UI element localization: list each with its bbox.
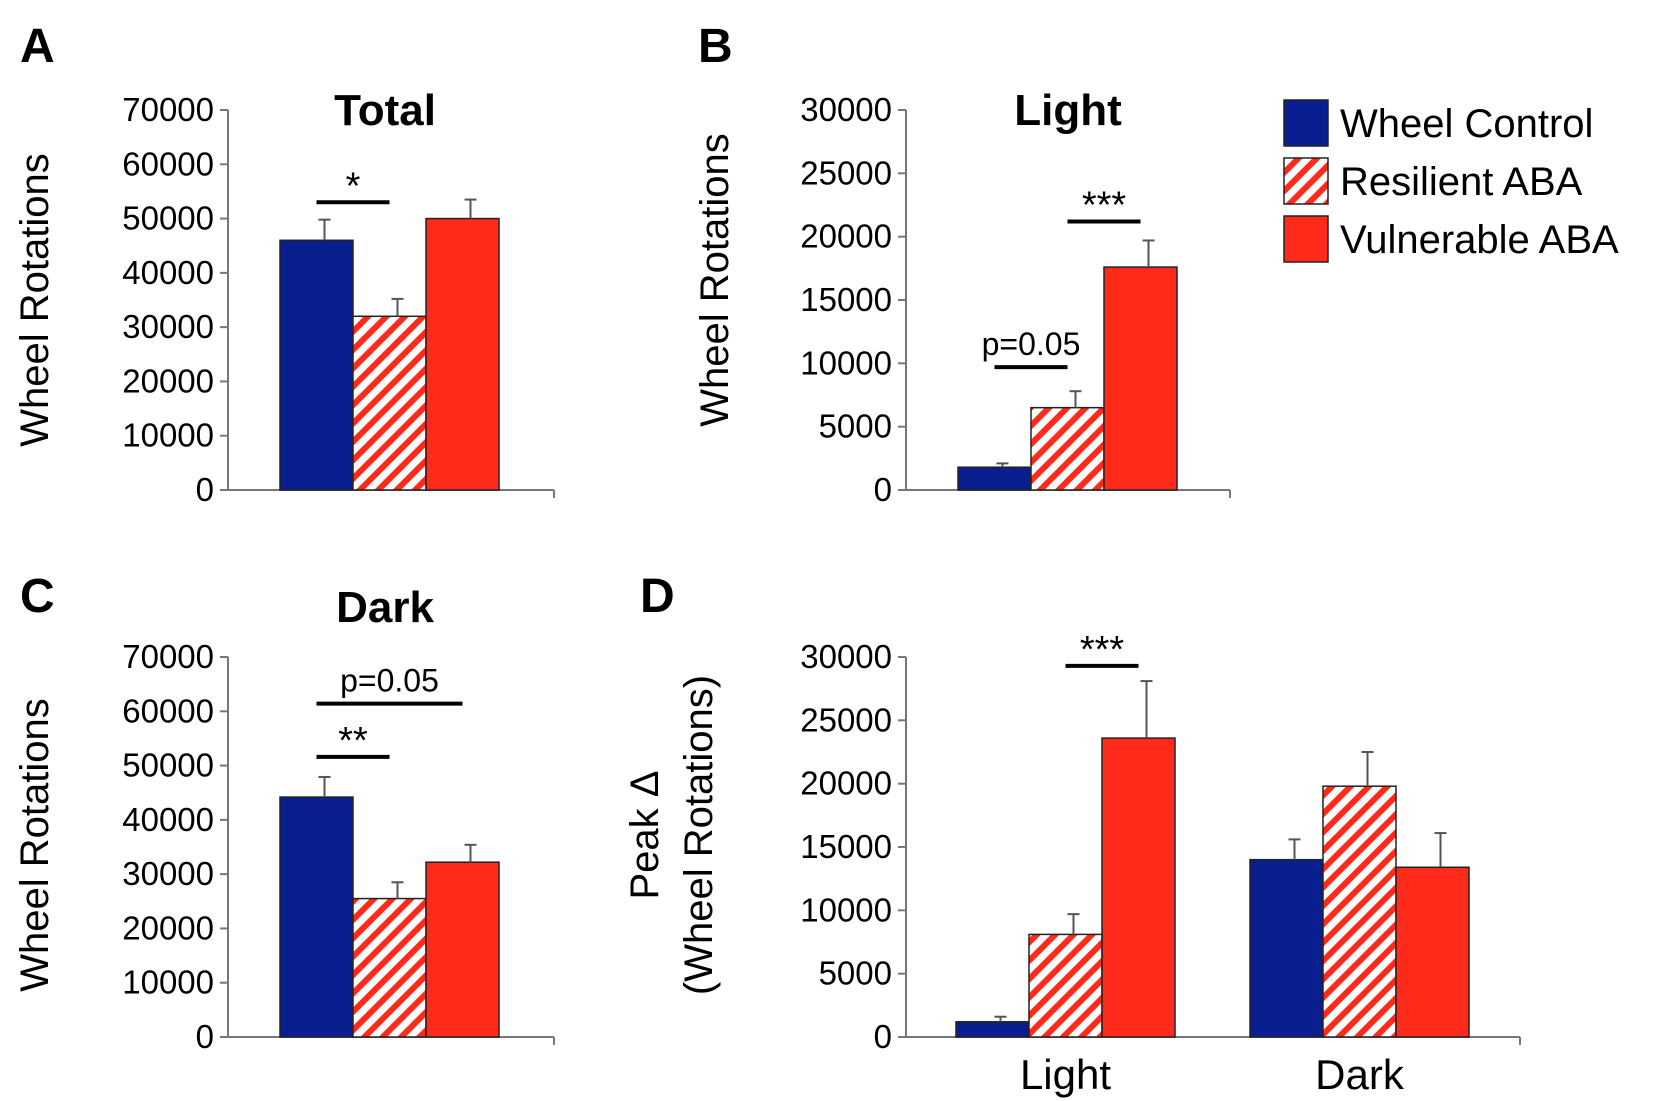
p-value-label: p=0.05: [340, 663, 439, 699]
legend-label: Wheel Control: [1340, 102, 1593, 146]
chart-title: Total: [334, 86, 436, 135]
panel-letter: C: [20, 570, 55, 623]
y-tick-label: 15000: [800, 828, 892, 865]
y-tick-label: 25000: [800, 701, 892, 738]
y-tick-label: 5000: [819, 955, 892, 992]
y-tick-label: 70000: [122, 638, 214, 675]
y-tick-label: 0: [874, 1018, 892, 1055]
x-category-label: Light: [1020, 1051, 1111, 1098]
bar-resilient-aba: [352, 315, 427, 491]
y-tick-label: 10000: [122, 964, 214, 1001]
chart-d: D 0 5000 10000 15000 20000 25000 30000 Peak Δ (Wh…: [623, 570, 1521, 1098]
y-tick-label: 20000: [800, 765, 892, 802]
x-category-label: Dark: [1315, 1051, 1405, 1098]
bar-wheel-control: [279, 796, 354, 1038]
bar-wheel-control: [1249, 858, 1324, 1038]
y-tick-label: 20000: [122, 362, 214, 399]
bar-wheel-control: [955, 1021, 1030, 1038]
significance-label: ***: [1082, 184, 1127, 226]
legend-swatch: [1283, 157, 1329, 205]
p-value-label: p=0.05: [982, 326, 1081, 362]
y-tick-label: 25000: [800, 154, 892, 191]
legend-swatch: [1283, 215, 1329, 263]
chart-c: C Dark 0 10000 20000 30000 40000 50000 60000 7000…: [13, 570, 555, 1055]
y-axis-label-secondary: (Wheel Rotations): [677, 675, 721, 995]
y-tick-label: 30000: [122, 855, 214, 892]
legend-swatch: [1283, 99, 1329, 147]
bar-resilient-aba: [352, 897, 427, 1038]
bar-resilient-aba: [1322, 785, 1397, 1038]
y-tick-label: 0: [196, 1018, 214, 1055]
y-axis-label: Peak Δ: [623, 770, 667, 899]
y-tick-label: 60000: [122, 692, 214, 729]
significance-label: ***: [1080, 629, 1125, 671]
y-tick-label: 30000: [800, 91, 892, 128]
y-axis-label: Wheel Rotations: [693, 133, 737, 426]
y-tick-label: 30000: [800, 638, 892, 675]
y-tick-label: 20000: [122, 909, 214, 946]
bar-vulnerable-aba: [425, 861, 500, 1038]
y-tick-label: 60000: [122, 145, 214, 182]
bar-wheel-control: [279, 239, 354, 491]
bar-vulnerable-aba: [425, 217, 500, 491]
y-tick-label: 50000: [122, 200, 214, 237]
y-tick-label: 5000: [819, 408, 892, 445]
y-tick-label: 40000: [122, 801, 214, 838]
y-tick-label: 0: [196, 471, 214, 508]
panel-letter: A: [20, 20, 55, 73]
significance-label: *: [346, 165, 361, 207]
y-tick-label: 15000: [800, 281, 892, 318]
bar-vulnerable-aba: [1395, 866, 1470, 1038]
y-tick-label: 10000: [122, 417, 214, 454]
chart-title: Light: [1014, 86, 1122, 135]
panel-letter: B: [698, 20, 733, 73]
chart-b: B Light 0 5000 10000 15000 20000 25000 30000 Whee…: [693, 20, 1231, 508]
bar-wheel-control: [957, 466, 1032, 491]
y-tick-label: 30000: [122, 308, 214, 345]
legend: Wheel Control Resilient ABA Vulnerable ABA: [1283, 99, 1619, 263]
y-tick-label: 0: [874, 471, 892, 508]
significance-label: **: [338, 720, 368, 762]
y-tick-label: 10000: [800, 344, 892, 381]
y-tick-label: 40000: [122, 254, 214, 291]
bar-resilient-aba: [1030, 406, 1105, 491]
y-axis-label: Wheel Rotations: [13, 153, 57, 446]
panel-letter: D: [640, 570, 675, 623]
y-axis-label: Wheel Rotations: [13, 698, 57, 991]
bar-vulnerable-aba: [1101, 737, 1176, 1038]
legend-label: Vulnerable ABA: [1340, 218, 1619, 262]
y-tick-label: 10000: [800, 891, 892, 928]
y-tick-label: 70000: [122, 91, 214, 128]
bar-vulnerable-aba: [1103, 266, 1178, 491]
legend-label: Resilient ABA: [1340, 160, 1583, 204]
bar-resilient-aba: [1028, 933, 1103, 1038]
y-tick-label: 20000: [800, 218, 892, 255]
y-tick-label: 50000: [122, 747, 214, 784]
chart-a: A Total 0 10000 20000 30000 40000 50000 60000 700…: [13, 20, 555, 508]
chart-title: Dark: [336, 583, 434, 632]
